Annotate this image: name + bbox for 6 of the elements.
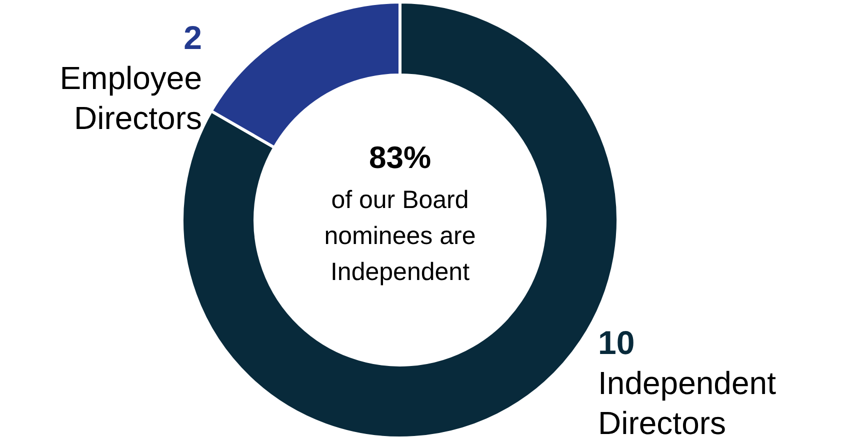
data-label: 2 [184,19,202,56]
slice-label: Independent Directors [598,364,776,441]
data-label: 10 [598,324,635,361]
text: of our Board nominees are Independent [324,186,476,286]
slice-label: Employee Directors [60,60,202,136]
text: 83% [368,140,432,175]
